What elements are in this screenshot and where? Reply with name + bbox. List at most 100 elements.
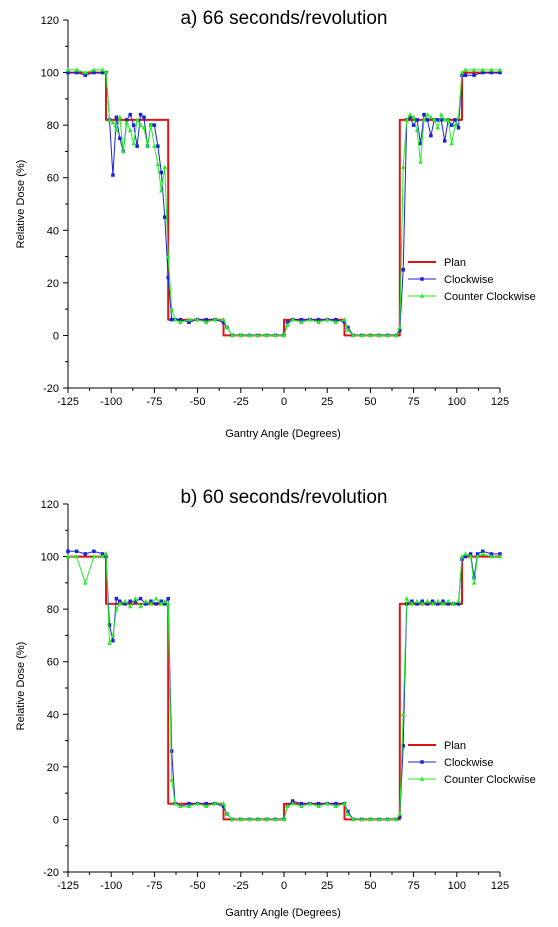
counter-clockwise-point bbox=[307, 801, 313, 806]
counter-clockwise-point bbox=[316, 803, 321, 808]
clockwise-point bbox=[299, 801, 304, 806]
counter-clockwise-point bbox=[172, 317, 178, 322]
panel-a: a) 66 seconds/revolution Gantry Angle (D… bbox=[15, 8, 536, 440]
clockwise-point bbox=[430, 599, 435, 604]
panel-b: b) 60 seconds/revolution Gantry Angle (D… bbox=[15, 487, 536, 919]
clockwise-point bbox=[83, 73, 88, 77]
counter-clockwise-point bbox=[430, 601, 435, 606]
x-tick-label: -100 bbox=[100, 396, 122, 408]
counter-clockwise-point bbox=[255, 816, 261, 822]
counter-clockwise-point bbox=[407, 112, 413, 117]
counter-clockwise-point bbox=[376, 332, 382, 338]
counter-clockwise-point bbox=[212, 317, 218, 322]
clockwise-point bbox=[204, 801, 208, 806]
y-tick-label: 80 bbox=[47, 604, 59, 616]
legend-label: Plan bbox=[444, 740, 466, 752]
counter-clockwise-point bbox=[212, 801, 218, 806]
counter-clockwise-point bbox=[148, 122, 154, 127]
clockwise-point bbox=[163, 215, 167, 219]
clockwise-point bbox=[472, 575, 476, 580]
y-tick-label: 40 bbox=[47, 225, 59, 237]
counter-clockwise-point bbox=[299, 803, 304, 808]
counter-clockwise-point bbox=[83, 580, 88, 585]
counter-clockwise-point bbox=[456, 114, 461, 119]
counter-clockwise-point bbox=[394, 332, 399, 338]
x-tick-label: -75 bbox=[146, 880, 162, 892]
counter-clockwise-point bbox=[264, 332, 269, 338]
y-tick-label: 20 bbox=[47, 762, 59, 774]
clockwise-point bbox=[156, 144, 160, 148]
y-tick-label: 60 bbox=[47, 173, 59, 185]
counter-clockwise-point bbox=[345, 327, 351, 332]
plot-area: -125 -100 -75 -50 -25 0 25 50 75 100 125 -20 0 20 40 60… bbox=[41, 499, 536, 892]
x-tick-label: -25 bbox=[233, 880, 249, 892]
counter-clockwise-point bbox=[162, 164, 168, 169]
chart-title: a) 66 seconds/revolution bbox=[180, 8, 387, 29]
counter-clockwise-point bbox=[459, 554, 465, 559]
legend-marker bbox=[420, 277, 424, 281]
clockwise-point bbox=[463, 73, 468, 77]
clockwise-point bbox=[163, 602, 167, 606]
legend-marker bbox=[420, 760, 424, 764]
clockwise-point bbox=[480, 70, 485, 75]
x-axis-label: Gantry Angle (Degrees) bbox=[225, 428, 341, 440]
counter-clockwise-point bbox=[368, 332, 373, 338]
counter-clockwise-point bbox=[435, 125, 441, 130]
counter-clockwise-point bbox=[100, 67, 105, 72]
x-tick-label: 125 bbox=[491, 396, 509, 408]
counter-clockwise-point bbox=[221, 317, 226, 322]
counter-clockwise-point bbox=[432, 117, 437, 122]
clockwise-point bbox=[135, 144, 139, 148]
y-tick-label: 120 bbox=[41, 499, 59, 511]
counter-clockwise-point bbox=[159, 601, 164, 606]
clockwise-point bbox=[138, 112, 143, 117]
clockwise-point bbox=[138, 596, 143, 601]
clockwise-point bbox=[398, 815, 402, 819]
clockwise-point bbox=[221, 804, 226, 809]
counter-clockwise-point bbox=[138, 122, 143, 127]
series-counter-clockwise bbox=[65, 551, 503, 822]
clockwise-point bbox=[66, 549, 70, 554]
x-tick-label: -50 bbox=[190, 880, 206, 892]
clockwise-point bbox=[142, 115, 146, 120]
series-counter-clockwise bbox=[65, 67, 503, 338]
counter-clockwise-point bbox=[238, 816, 244, 822]
counter-clockwise-point bbox=[342, 801, 347, 806]
legend-label: Counter Clockwise bbox=[444, 291, 536, 303]
clockwise-point bbox=[187, 320, 191, 325]
counter-clockwise-point bbox=[91, 67, 97, 72]
counter-clockwise-point bbox=[153, 596, 159, 601]
counter-clockwise-point bbox=[400, 711, 406, 716]
counter-clockwise-point bbox=[165, 254, 171, 259]
counter-clockwise-point bbox=[497, 67, 503, 72]
counter-clockwise-point bbox=[103, 70, 109, 75]
counter-clockwise-point bbox=[419, 601, 425, 606]
counter-clockwise-point bbox=[159, 188, 164, 193]
counter-clockwise-point bbox=[74, 67, 79, 72]
plan-line bbox=[68, 555, 500, 821]
clockwise-point bbox=[472, 73, 476, 77]
x-tick-label: -125 bbox=[57, 880, 79, 892]
clockwise-point bbox=[415, 118, 419, 122]
counter-clockwise-point bbox=[456, 598, 461, 603]
clockwise-point bbox=[178, 317, 183, 322]
counter-clockwise-point bbox=[290, 317, 295, 322]
counter-clockwise-point bbox=[385, 816, 390, 822]
clockwise-point bbox=[123, 602, 127, 606]
counter-clockwise-point bbox=[138, 603, 143, 609]
clockwise-point bbox=[118, 599, 122, 604]
clockwise-point bbox=[83, 552, 88, 556]
counter-clockwise-point bbox=[195, 317, 200, 322]
counter-clockwise-point bbox=[141, 125, 147, 130]
counter-clockwise-point bbox=[117, 114, 123, 119]
clockwise-point bbox=[149, 599, 153, 604]
clockwise-point bbox=[498, 552, 502, 556]
counter-clockwise-point bbox=[100, 554, 105, 559]
legend-label: Clockwise bbox=[444, 757, 494, 769]
counter-clockwise-point bbox=[229, 816, 235, 822]
clockwise-point bbox=[456, 126, 461, 130]
counter-clockwise-point bbox=[107, 117, 112, 122]
counter-clockwise-point bbox=[290, 801, 295, 806]
legend-item: Clockwise bbox=[408, 757, 494, 769]
counter-clockwise-point bbox=[114, 127, 119, 133]
